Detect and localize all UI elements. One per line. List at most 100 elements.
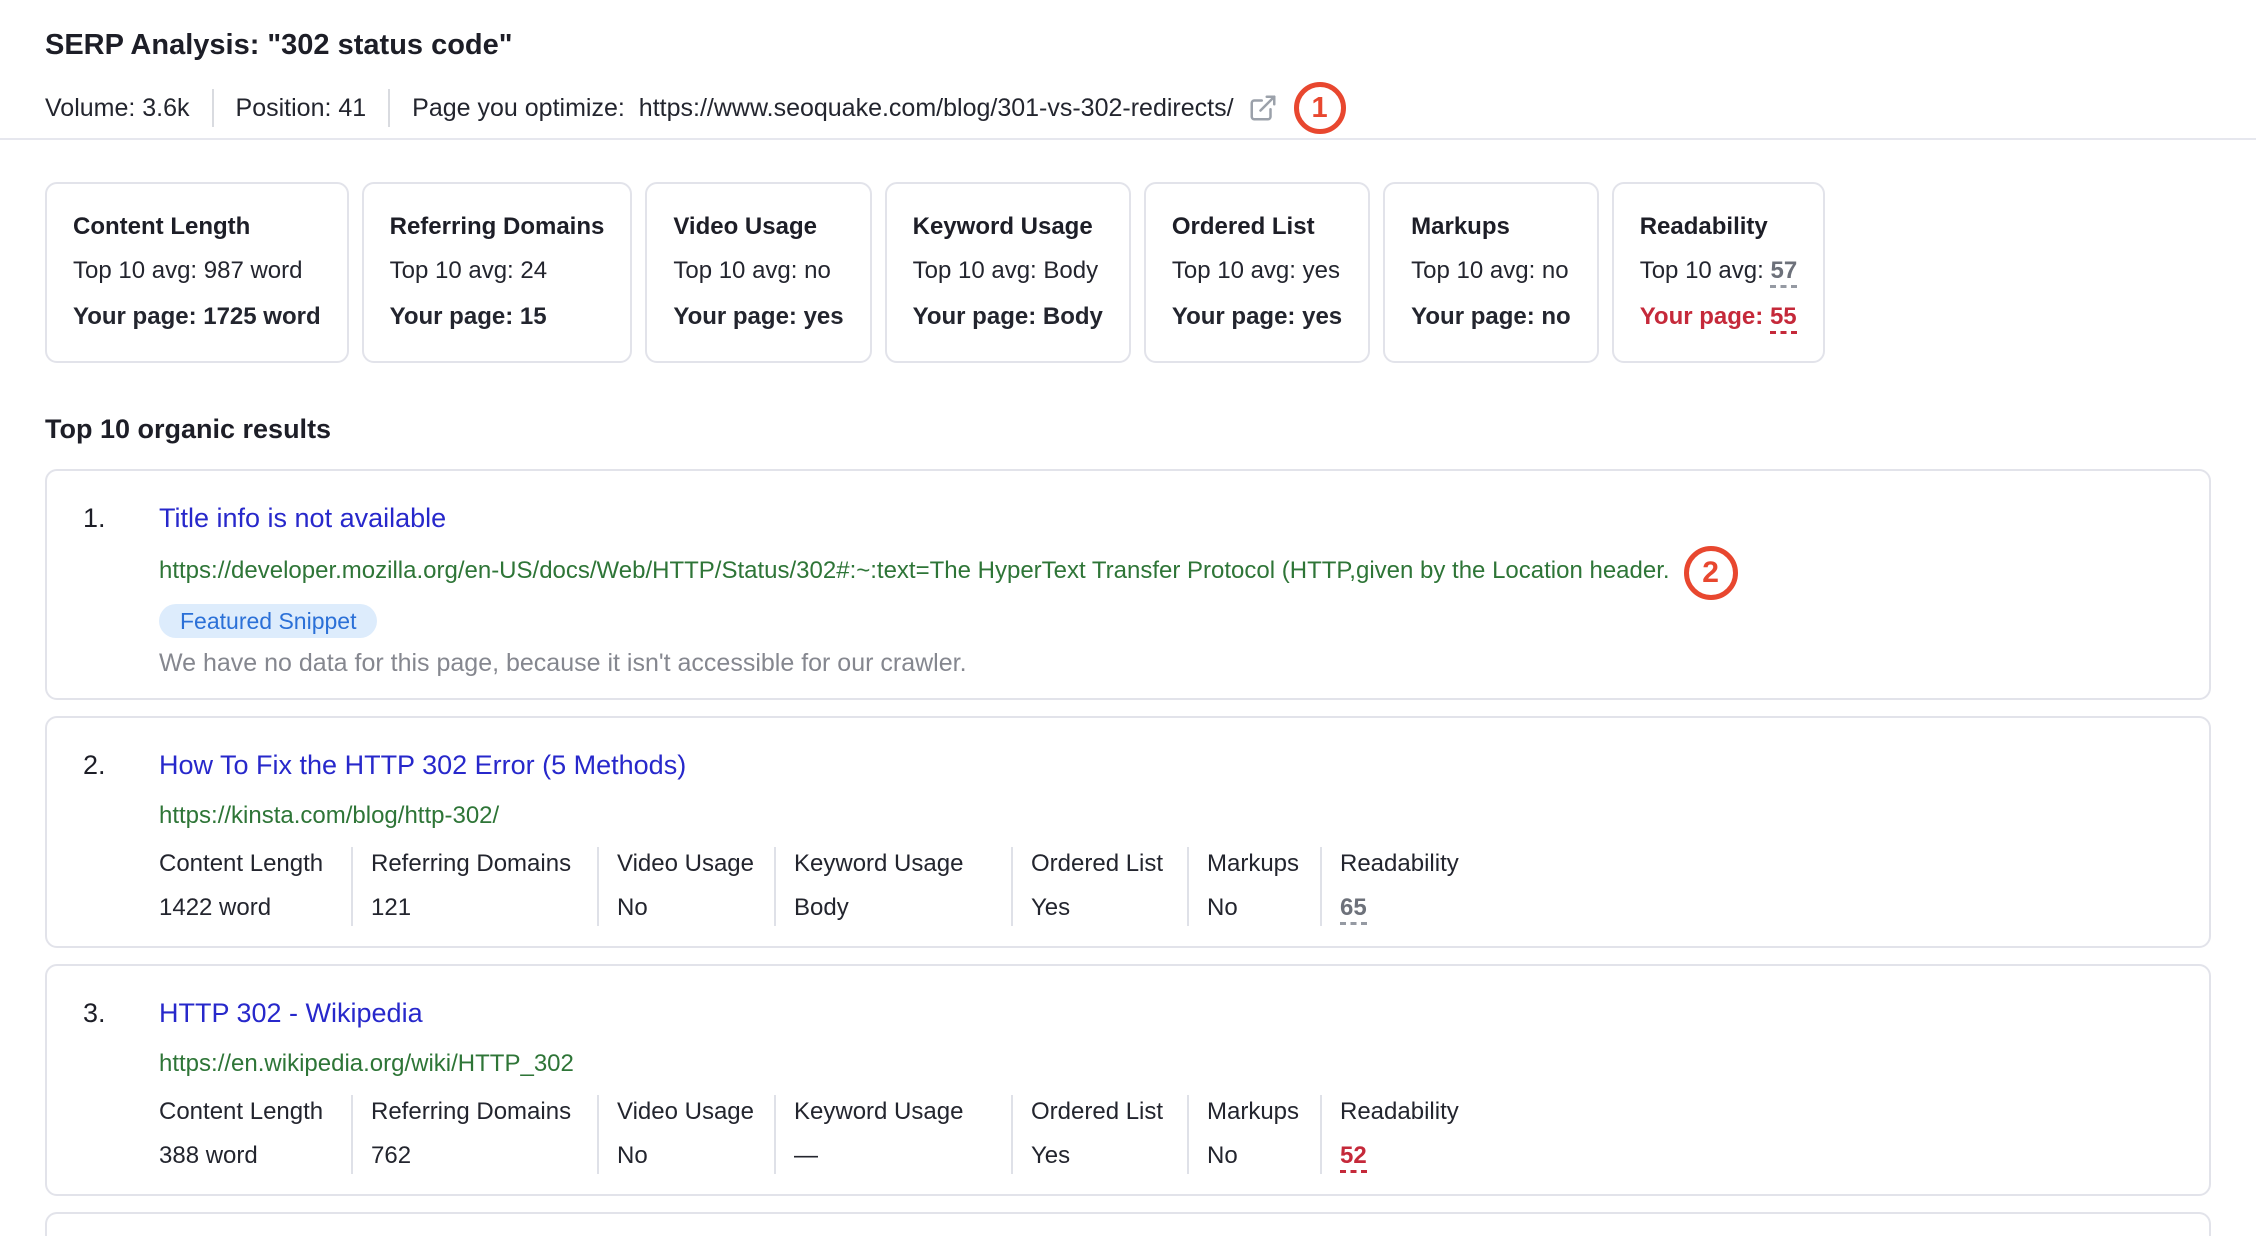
header: SERP Analysis: "302 status code" Volume:… [0,0,2256,138]
top10-avg-value: no [1541,257,1569,284]
header-divider [0,138,2256,140]
metric-label: Readability [1340,1098,1459,1125]
badge-row: Featured Snippet [159,604,2169,638]
your-page-value[interactable]: 55 [1769,303,1797,334]
metric-content-length: Content Length 388 word [159,1095,351,1174]
metric-ordered-list: Ordered List Yes [1011,847,1187,926]
top10-avg-label: Top 10 avg: [1411,257,1542,284]
metric-value-text: Yes [1031,1142,1071,1169]
your-page-label: Your page: [1171,303,1303,330]
result-title-link[interactable]: Title info is not available [159,503,447,533]
annotation-circle-2: 2 [1683,546,1738,600]
summary-card-video-usage: Video Usage Top 10 avg: no Your page: yes [645,182,872,363]
summary-card-top10-line: Top 10 avg: 24 [390,256,605,285]
your-page-value: no [1541,303,1571,330]
top10-avg-label: Top 10 avg: [1171,257,1303,284]
top10-avg-value[interactable]: 57 [1770,257,1798,288]
summary-card-top10-line: Top 10 avg: no [673,256,843,285]
summary-card-title: Markups [1411,213,1510,240]
annotation-circle-1: 1 [1293,82,1346,134]
summary-card-title: Keyword Usage [912,213,1093,240]
your-page-value: Body [1042,303,1103,330]
metric-value-text[interactable]: 52 [1340,1142,1367,1173]
result-card-3: 3. HTTP 302 - Wikipedia https://en.wikiped… [45,964,2211,1196]
top10-avg-value: no [804,257,831,284]
top10-avg-value: yes [1302,257,1340,284]
your-page-value: 1725 word [203,303,321,330]
metric-value: No [1207,893,1300,922]
metric-value-text: No [617,894,648,921]
result-rank: 1. [83,503,106,533]
meta-row: Volume: 3.6k Position: 41 Page you optim… [45,82,2211,134]
metric-value-text: 388 word [159,1142,258,1169]
position-label: Position: 41 [235,93,367,122]
metric-value: 762 [371,1141,577,1170]
result-title-link[interactable]: HTTP 302 - Wikipedia [159,998,423,1028]
metric-value: 1422 word [159,893,331,922]
summary-card-top10-line: Top 10 avg: yes [1172,256,1342,285]
result-url-row: https://kinsta.com/blog/http-302/ [159,801,2169,831]
metric-value-text[interactable]: 65 [1340,894,1367,925]
metric-value-text: No [1207,894,1238,921]
metric-readability: Readability 52 [1320,1095,1479,1174]
result-url-row: https://developer.mozilla.org/en-US/docs… [159,546,2169,600]
top10-avg-label: Top 10 avg: [1639,257,1771,284]
metric-video-usage: Video Usage No [597,847,774,926]
metric-referring-domains: Referring Domains 762 [351,1095,597,1174]
your-page-value: 15 [519,303,547,330]
summary-card-referring-domains: Referring Domains Top 10 avg: 24 Your page… [361,182,633,363]
result-rank: 2. [83,750,106,780]
summary-card-title: Referring Domains [389,213,605,240]
metric-value-text: Yes [1031,894,1071,921]
featured-snippet-badge: Featured Snippet [159,604,378,638]
metric-keyword-usage: Keyword Usage — [774,1095,1011,1174]
result-body: How To Fix the HTTP 302 Error (5 Methods… [159,748,2169,926]
metric-value: No [617,893,754,922]
metric-label: Referring Domains [371,1098,572,1125]
result-card-1: 1. Title info is not available https://dev… [45,469,2211,700]
summary-card-top10-line: Top 10 avg: no [1411,256,1571,285]
summary-card-title: Ordered List [1171,213,1315,240]
metric-value-text: 762 [371,1142,412,1169]
metric-keyword-usage: Keyword Usage Body [774,847,1011,926]
your-page-label: Your page: [389,303,520,330]
result-url: https://kinsta.com/blog/http-302/ [159,802,500,829]
summary-card-yourpage-line: Your page: 1725 word [73,302,321,331]
page-title: SERP Analysis: "302 status code" [45,29,513,61]
metric-value: No [617,1141,754,1170]
result-title-link[interactable]: How To Fix the HTTP 302 Error (5 Methods… [159,750,687,780]
result-rank: 3. [83,998,106,1028]
your-page-label: Your page: [1639,303,1770,330]
summary-card-yourpage-line: Your page: yes [673,302,843,331]
result-url-row: https://en.wikipedia.org/wiki/HTTP_302 [159,1049,2169,1079]
metric-content-length: Content Length 1422 word [159,847,351,926]
your-page-value: yes [803,303,844,330]
optimize-label: Page you optimize: [412,93,625,122]
result-url: https://developer.mozilla.org/en-US/docs… [159,557,1670,584]
metric-label: Referring Domains [371,850,572,877]
metric-label: Content Length [159,1098,324,1125]
metric-value-text: No [617,1142,648,1169]
summary-card-yourpage-line: Your page: no [1411,302,1571,331]
external-link-icon[interactable] [1248,93,1278,123]
summary-card-keyword-usage: Keyword Usage Top 10 avg: Body Your page: … [884,182,1131,363]
metric-readability: Readability 65 [1320,847,1479,926]
summary-card-title: Video Usage [673,213,817,240]
metric-value: — [794,1141,991,1170]
metric-markups: Markups No [1187,1095,1320,1174]
metric-label: Markups [1207,1098,1300,1125]
result-body: HTTP 302 - Wikipedia https://en.wikipedia… [159,996,2169,1174]
metric-value-text: 1422 word [159,894,272,921]
metric-label: Readability [1340,850,1459,877]
summary-card-yourpage-line: Your page: 15 [390,302,605,331]
summary-card-top10-line: Top 10 avg: 57 [1639,256,1798,288]
volume-label: Volume: 3.6k [45,93,190,122]
metric-label: Video Usage [617,1098,754,1125]
metric-label: Keyword Usage [794,1098,964,1125]
top10-avg-value: Body [1043,257,1099,284]
summary-card-yourpage-line: Your page: yes [1172,302,1342,331]
metric-markups: Markups No [1187,847,1320,926]
result-metrics-row: Content Length 388 word Referring Domains 7… [159,1095,2169,1174]
metric-label: Video Usage [617,850,754,877]
metric-value-text: 121 [371,894,412,921]
